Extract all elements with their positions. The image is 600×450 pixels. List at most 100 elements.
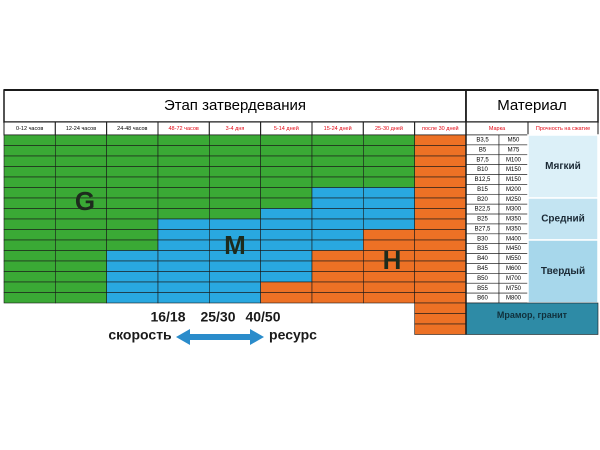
cell	[55, 229, 107, 241]
cell	[209, 281, 261, 293]
cell	[260, 239, 313, 251]
grade-b: B7,5	[476, 157, 489, 163]
grade-b: B35	[477, 246, 488, 252]
grade-m: M550	[506, 256, 522, 262]
cell	[260, 166, 313, 178]
cell	[3, 208, 56, 220]
cell	[363, 281, 415, 293]
cell	[260, 281, 313, 293]
cell	[311, 134, 364, 146]
cell	[157, 281, 210, 293]
cell	[414, 281, 467, 293]
stage-title: Этап затвердевания	[164, 97, 306, 114]
grade-b: B30	[477, 236, 488, 242]
grade-m: M700	[506, 276, 522, 282]
grade-m: M350	[506, 217, 522, 223]
cell	[209, 292, 261, 304]
cell	[363, 166, 415, 178]
cell	[414, 218, 467, 230]
cell	[363, 218, 415, 230]
grade-b: B5	[479, 147, 487, 153]
column-label: 5-14 дней	[274, 125, 299, 132]
cell	[363, 229, 415, 241]
grade-m: M150	[506, 167, 522, 173]
cell	[209, 197, 261, 209]
cell	[260, 208, 313, 220]
cell	[106, 145, 159, 157]
cell	[363, 155, 415, 167]
grade-b: B50	[477, 276, 488, 282]
grade-b: B55	[477, 286, 488, 292]
cell	[106, 292, 159, 304]
grade-m: M150	[506, 177, 522, 183]
cell	[157, 166, 210, 178]
cell	[157, 208, 210, 220]
cell	[3, 145, 56, 157]
cell	[3, 197, 56, 209]
cell	[414, 134, 467, 146]
grade-b: B20	[477, 197, 488, 203]
class-label: 25/30	[200, 309, 235, 325]
cell	[311, 187, 364, 199]
cell	[414, 313, 467, 325]
cell	[106, 176, 159, 188]
cell	[157, 176, 210, 188]
cell	[55, 166, 107, 178]
cell	[414, 302, 467, 314]
cell	[55, 155, 107, 167]
cell	[311, 281, 364, 293]
cell	[157, 187, 210, 199]
cell	[311, 208, 364, 220]
cell	[3, 292, 56, 304]
cell	[414, 260, 467, 272]
grade-b: B27,5	[475, 226, 491, 232]
cell	[157, 250, 210, 262]
cell	[311, 176, 364, 188]
grade-m: M250	[506, 197, 522, 203]
cell	[55, 250, 107, 262]
column-label: 12-24 часов	[66, 126, 96, 132]
cell	[3, 281, 56, 293]
column-label: 24-48 часов	[117, 126, 147, 132]
cell	[3, 155, 56, 167]
arrow	[176, 329, 264, 345]
cell	[106, 218, 159, 230]
zone-label: G	[75, 186, 95, 216]
cell	[209, 187, 261, 199]
cell	[414, 323, 467, 335]
cell	[209, 218, 261, 230]
cell	[311, 250, 364, 262]
column-label: 3-4 дня	[226, 126, 245, 132]
cell	[414, 208, 467, 220]
cell	[414, 176, 467, 188]
extra-cell	[465, 302, 599, 335]
cell	[414, 197, 467, 209]
cell	[106, 239, 159, 251]
cell	[363, 292, 415, 304]
cell	[106, 271, 159, 283]
grade-b: B22,5	[475, 207, 491, 213]
cell	[311, 229, 364, 241]
cell	[260, 250, 313, 262]
cell	[414, 229, 467, 241]
cell	[55, 292, 107, 304]
cell	[260, 260, 313, 272]
cell	[157, 271, 210, 283]
cell	[157, 155, 210, 167]
cell	[311, 218, 364, 230]
cell	[157, 239, 210, 251]
grade-m: M100	[506, 157, 522, 163]
cell	[3, 187, 56, 199]
column-label: 48-72 часов	[169, 126, 199, 132]
column-label: 25-30 дней	[375, 125, 403, 132]
grade-b: B60	[477, 296, 488, 302]
cell	[106, 197, 159, 209]
group-label: Мягкий	[545, 161, 581, 172]
cell	[414, 250, 467, 262]
cell	[414, 187, 467, 199]
cell	[414, 145, 467, 157]
zone-label: H	[383, 245, 402, 275]
cell	[55, 218, 107, 230]
group-cell	[527, 134, 599, 199]
